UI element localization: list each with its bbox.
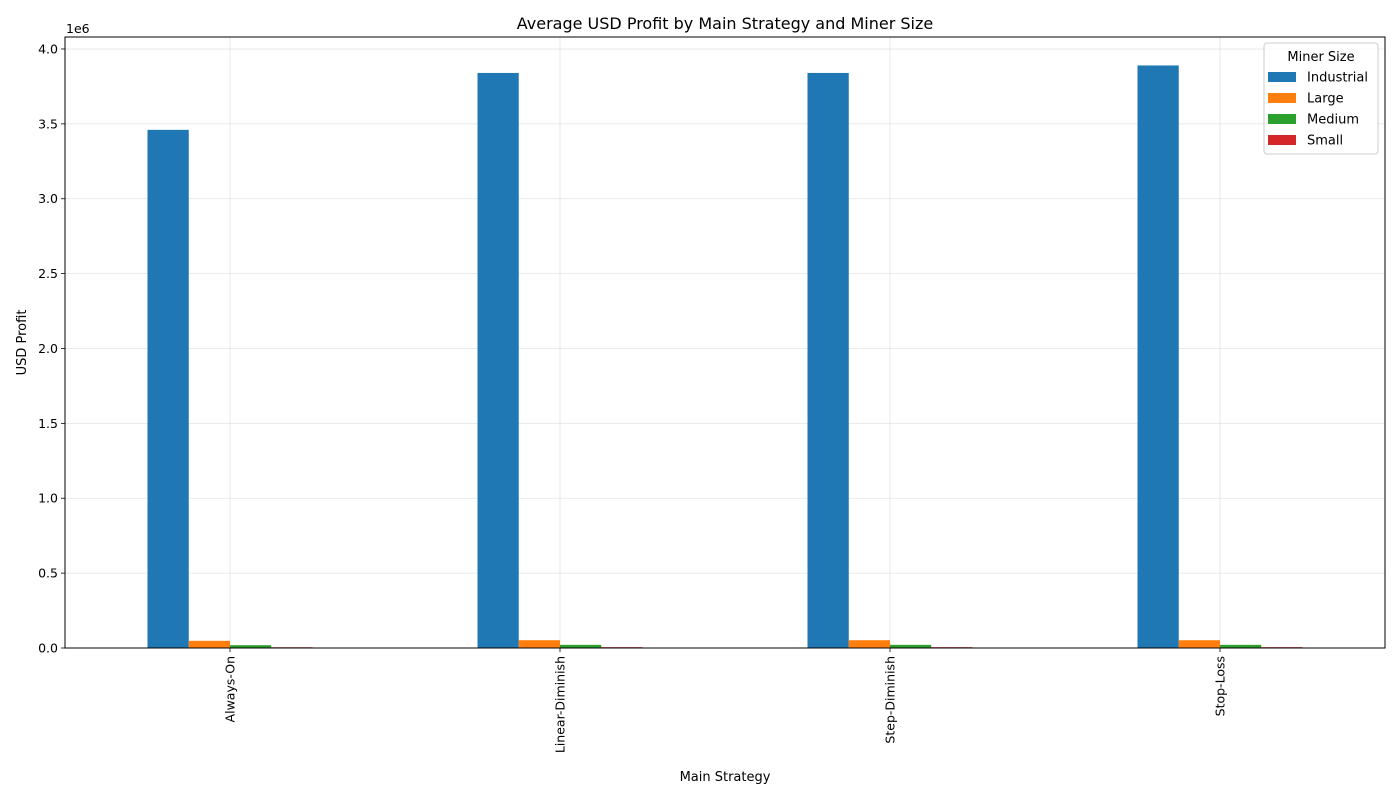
bar-industrial-linear-diminish <box>477 72 519 649</box>
y-tick-label: 4.0 <box>38 41 58 56</box>
bar-industrial-always-on <box>147 129 189 649</box>
bar-medium-step-diminish <box>890 644 932 648</box>
y-tick-label: 0.0 <box>38 641 58 656</box>
y-tick-label: 2.0 <box>38 341 58 356</box>
legend-label-large: Large <box>1307 92 1344 107</box>
legend-swatch-industrial <box>1268 72 1296 82</box>
y-tick-label: 1.0 <box>38 491 58 506</box>
legend-swatch-large <box>1268 93 1296 103</box>
legend-box <box>1263 42 1379 155</box>
bar-industrial-stop-loss <box>1137 65 1179 648</box>
x-axis-ticks: Always-On Linear-Diminish Step-Diminish Sto… <box>223 648 1228 753</box>
legend-label-small: Small <box>1307 134 1343 149</box>
bars <box>147 65 1303 649</box>
x-tick-label: Stop-Loss <box>1213 656 1228 716</box>
bar-large-step-diminish <box>848 640 890 648</box>
bar-large-linear-diminish <box>518 640 560 648</box>
grid <box>65 37 1385 649</box>
bar-medium-always-on <box>230 645 272 648</box>
legend-swatch-medium <box>1268 114 1296 124</box>
x-tick-label: Always-On <box>223 656 238 722</box>
legend-label-medium: Medium <box>1307 113 1359 128</box>
x-tick-label: Linear-Diminish <box>553 656 568 753</box>
legend-items: Industrial Large Medium Small <box>1268 71 1368 149</box>
y-axis-ticks: 0.0 0.5 1.0 1.5 2.0 2.5 3.0 3.5 4.0 <box>38 41 65 656</box>
legend-title: Miner Size <box>1287 50 1354 65</box>
legend: Miner Size Industrial Large Medium Small <box>1263 42 1379 155</box>
x-axis-label: Main Strategy <box>680 770 771 785</box>
legend-swatch-small <box>1268 135 1296 145</box>
y-axis-label: USD Profit <box>15 310 30 376</box>
bar-large-always-on <box>188 640 230 648</box>
y-tick-label: 3.5 <box>38 116 58 131</box>
bar-industrial-step-diminish <box>807 72 849 649</box>
bar-medium-stop-loss <box>1220 644 1262 648</box>
y-tick-label: 0.5 <box>38 566 58 581</box>
bar-medium-linear-diminish <box>560 644 602 648</box>
legend-label-industrial: Industrial <box>1307 71 1368 86</box>
y-axis-offset-label: 1e6 <box>66 21 90 36</box>
y-tick-label: 3.0 <box>38 191 58 206</box>
bar-large-stop-loss <box>1178 640 1220 648</box>
x-tick-label: Step-Diminish <box>883 656 898 744</box>
chart-title: Average USD Profit by Main Strategy and … <box>517 14 933 33</box>
plot-frame <box>64 36 1386 649</box>
y-tick-label: 2.5 <box>38 266 58 281</box>
y-tick-label: 1.5 <box>38 416 58 431</box>
